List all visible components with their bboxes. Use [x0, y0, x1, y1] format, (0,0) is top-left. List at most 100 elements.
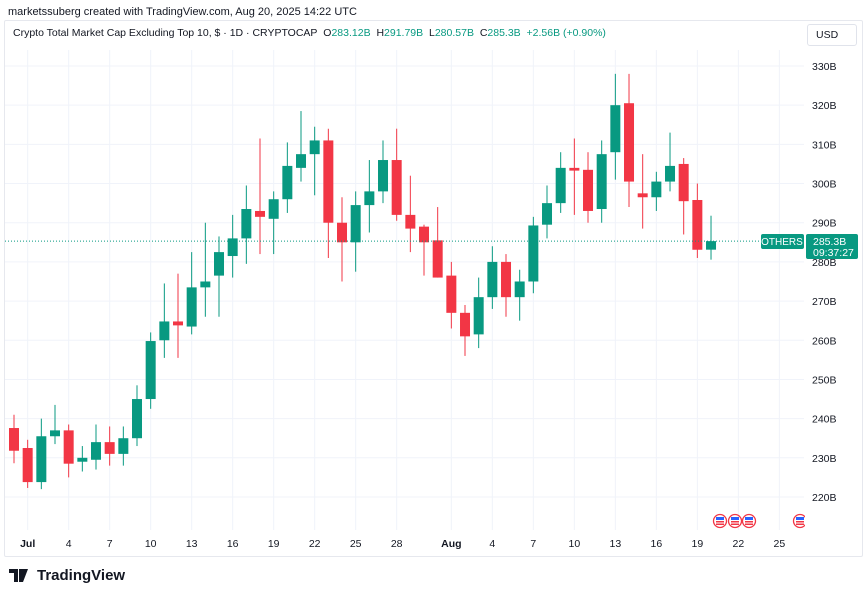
candle-2025-07-28[interactable] — [391, 128, 402, 221]
candle-body — [419, 226, 430, 243]
candle-body — [528, 225, 539, 282]
time-tick: 7 — [530, 538, 536, 550]
candle-2025-08-08[interactable] — [542, 185, 553, 239]
candle-2025-06-30[interactable] — [9, 414, 19, 464]
low-value: 280.57B — [434, 27, 474, 39]
us-flag-icon[interactable] — [741, 513, 757, 529]
time-tick: 4 — [66, 538, 72, 550]
candle-2025-08-11[interactable] — [583, 152, 594, 223]
candle-2025-07-02[interactable] — [36, 418, 47, 490]
high-value: 291.79B — [384, 27, 424, 39]
candle-2025-08-04[interactable] — [487, 246, 498, 309]
candle-2025-07-05[interactable] — [77, 446, 88, 472]
candle-body — [186, 287, 197, 327]
price-tick: 300B — [812, 179, 837, 191]
candle-2025-07-13[interactable] — [186, 252, 197, 335]
candle-2025-07-29[interactable] — [405, 175, 416, 253]
candle-2025-08-19[interactable] — [692, 183, 703, 258]
candle-2025-07-22[interactable] — [309, 126, 320, 196]
candle-2025-07-18[interactable] — [255, 138, 266, 255]
candle-2025-07-31[interactable] — [432, 207, 443, 278]
candle-body — [36, 436, 47, 483]
candle-2025-07-06[interactable] — [91, 424, 102, 470]
candle-body — [569, 167, 580, 171]
candle-body — [214, 252, 225, 276]
candle-2025-07-12[interactable] — [173, 273, 184, 358]
candle-2025-07-08[interactable] — [118, 426, 129, 466]
us-flag-icon[interactable] — [727, 513, 743, 529]
candle-2025-08-06[interactable] — [514, 269, 525, 321]
brand-name: TradingView — [37, 567, 126, 584]
candle-2025-07-01[interactable] — [22, 439, 33, 488]
candle-2025-08-13[interactable] — [610, 73, 621, 180]
close-label: C — [479, 27, 488, 39]
candle-body — [624, 103, 635, 182]
candle-2025-07-20[interactable] — [282, 142, 293, 213]
candle-body — [173, 321, 184, 326]
symbol-tag — [761, 234, 804, 249]
candle-2025-07-21[interactable] — [296, 111, 307, 182]
candle-2025-08-02[interactable] — [460, 304, 471, 356]
change-value: +2.56B (+0.90%) — [526, 27, 606, 39]
candle-2025-07-10[interactable] — [145, 332, 156, 409]
candle-2025-08-16[interactable] — [651, 171, 662, 211]
price-tick: 270B — [812, 296, 837, 308]
candle-2025-07-11[interactable] — [159, 283, 170, 358]
candle-2025-07-25[interactable] — [350, 191, 361, 272]
candle-body — [637, 193, 648, 198]
candle-2025-07-30[interactable] — [419, 224, 430, 276]
candle-2025-07-23[interactable] — [323, 128, 334, 258]
candle-body — [665, 165, 676, 182]
last-price-value: 285.3B — [813, 236, 846, 248]
candle-body — [63, 430, 74, 464]
candle-2025-08-10[interactable] — [569, 138, 580, 215]
candle-2025-08-18[interactable] — [678, 158, 689, 235]
tradingview-logo-icon — [9, 568, 28, 582]
candle-body — [145, 341, 156, 400]
us-flag-icon[interactable] — [712, 513, 728, 529]
currency-button[interactable]: USD — [807, 24, 857, 46]
candle-2025-08-20[interactable] — [706, 215, 717, 260]
candle-body — [596, 154, 607, 210]
candle-2025-07-15[interactable] — [214, 236, 225, 317]
candle-2025-07-07[interactable] — [104, 426, 115, 466]
candle-body — [22, 448, 33, 483]
candle-body — [255, 210, 266, 217]
candle-2025-07-09[interactable] — [132, 385, 143, 447]
candle-2025-08-09[interactable] — [555, 152, 566, 213]
candle-2025-07-26[interactable] — [364, 160, 375, 233]
candle-2025-07-16[interactable] — [227, 214, 238, 278]
time-tick: 13 — [610, 538, 622, 550]
price-tick: 280B — [812, 257, 837, 269]
tradingview-logo[interactable]: TradingView — [9, 567, 125, 584]
candle-2025-08-12[interactable] — [596, 140, 607, 223]
bar-countdown: 09:37:27 — [813, 247, 854, 259]
time-tick: 22 — [309, 538, 321, 550]
candle-2025-07-19[interactable] — [268, 191, 279, 255]
candle-2025-08-14[interactable] — [624, 73, 635, 208]
candle-2025-08-05[interactable] — [501, 254, 512, 317]
candle-body — [432, 240, 443, 278]
candle-body — [227, 238, 238, 257]
price-tick: 240B — [812, 414, 837, 426]
price-tick: 260B — [812, 335, 837, 347]
candle-2025-08-17[interactable] — [665, 132, 676, 192]
candle-2025-08-03[interactable] — [473, 277, 484, 349]
candle-2025-07-17[interactable] — [241, 185, 252, 264]
candle-2025-07-04[interactable] — [63, 424, 74, 478]
candle-body — [104, 442, 115, 454]
candle-body — [350, 205, 361, 243]
candle-2025-08-01[interactable] — [446, 261, 457, 329]
us-flag-icon[interactable] — [792, 513, 808, 529]
candle-body — [323, 140, 334, 223]
candle-body — [678, 163, 689, 202]
candle-body — [282, 165, 293, 200]
candle-2025-07-24[interactable] — [337, 197, 348, 282]
candle-2025-07-03[interactable] — [50, 404, 61, 445]
candle-2025-07-14[interactable] — [200, 222, 211, 317]
candle-2025-07-27[interactable] — [378, 140, 389, 204]
symbol-tag-label: OTHERS — [761, 237, 803, 248]
candle-2025-08-07[interactable] — [528, 216, 539, 294]
candle-2025-08-15[interactable] — [637, 154, 648, 229]
